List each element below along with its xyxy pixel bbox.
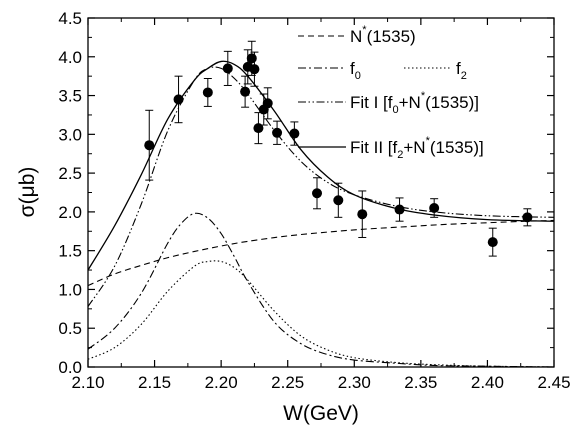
data-point	[394, 204, 405, 215]
y-tick-label: 1.5	[58, 242, 82, 261]
y-tick-label: 3.5	[58, 87, 82, 106]
data-point	[173, 94, 184, 105]
data-point	[144, 140, 155, 151]
y-tick-label: 3.0	[58, 125, 82, 144]
y-tick-label: 4.5	[58, 9, 82, 28]
x-tick-label: 2.45	[537, 373, 570, 392]
model-curves	[88, 60, 554, 367]
legend-label-f0: f0	[350, 59, 361, 82]
data-point	[202, 87, 213, 98]
x-tick-label: 2.40	[471, 373, 504, 392]
curve-dashed	[88, 219, 554, 287]
data-point	[240, 86, 251, 97]
data-point	[333, 195, 344, 206]
y-tick-label: 4.0	[58, 48, 82, 67]
y-tick-label: 0.5	[58, 319, 82, 338]
legend-label-fit1: Fit I [f0+N*(1535)]	[350, 90, 479, 116]
data-point	[429, 203, 440, 214]
x-axis-title: W(GeV)	[283, 402, 359, 425]
legend-label-f2: f2	[456, 59, 467, 82]
curve-solid	[88, 60, 554, 271]
data-points	[144, 40, 533, 257]
data-point	[253, 123, 264, 134]
data-point	[272, 127, 283, 138]
legend: N*(1535) f0 f2 Fit I [f0+N*(1535)] Fit II [f…	[298, 24, 484, 161]
curve-dashdot	[88, 212, 554, 367]
y-tick-label: 1.0	[58, 280, 82, 299]
curve-dashdotdot	[88, 66, 554, 307]
data-point	[487, 237, 498, 248]
data-point	[312, 188, 323, 199]
x-tick-label: 2.30	[338, 373, 371, 392]
axis-tick-labels: 2.10 2.15 2.20 2.25 2.30 2.35 2.40 2.45 0.0 0.5 1.…	[58, 9, 570, 392]
data-point	[522, 212, 533, 223]
curve-dotted	[88, 260, 554, 367]
data-point	[222, 63, 233, 74]
y-axis-title: σ(μb)	[16, 167, 39, 218]
x-tick-label: 2.25	[271, 373, 304, 392]
data-point	[246, 53, 257, 64]
axis-ticks	[87, 17, 555, 368]
data-point	[289, 128, 300, 139]
x-tick-label: 2.10	[71, 373, 104, 392]
legend-label-n1535: N*(1535)	[350, 24, 416, 46]
y-tick-label: 0.0	[58, 358, 82, 377]
data-point	[357, 209, 368, 220]
y-tick-label: 2.5	[58, 164, 82, 183]
x-tick-label: 2.20	[205, 373, 238, 392]
x-tick-label: 2.15	[138, 373, 171, 392]
data-point	[262, 98, 273, 109]
x-tick-label: 2.35	[404, 373, 437, 392]
y-tick-label: 2.0	[58, 203, 82, 222]
data-point	[249, 64, 260, 75]
legend-label-fit2: Fit II [f2+N*(1535)]	[350, 135, 484, 161]
